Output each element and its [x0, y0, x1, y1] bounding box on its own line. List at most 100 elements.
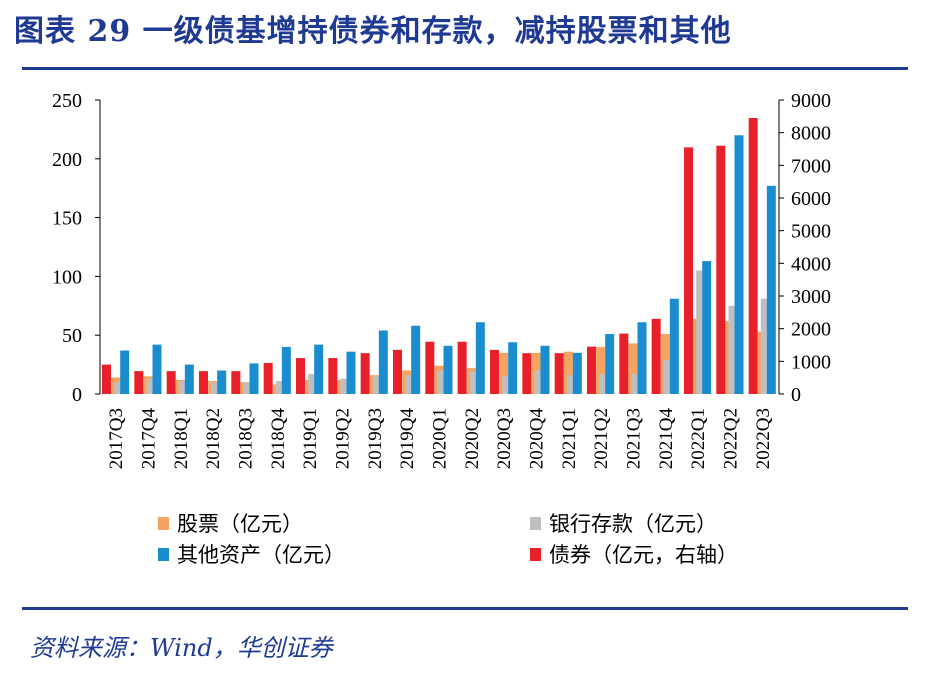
- right-tick-label: 7000: [791, 155, 831, 177]
- x-tick-label: 2018Q2: [203, 408, 224, 469]
- right-tick-label: 4000: [791, 253, 831, 275]
- bar-deposit-2021Q1: [566, 375, 576, 394]
- bar-other-2022Q1: [702, 261, 712, 394]
- legend-swatch: [158, 548, 169, 561]
- bar-other-2019Q2: [346, 351, 356, 394]
- page-title: 图表 29 一级债基增持债券和存款，减持股票和其他: [14, 14, 732, 49]
- x-tick-label: 2021Q4: [656, 408, 677, 470]
- bar-bond-2018Q2: [199, 371, 208, 394]
- bar-deposit-2018Q1: [178, 381, 188, 394]
- x-tick-label: 2022Q2: [721, 408, 742, 469]
- bar-other-2017Q4: [152, 344, 162, 394]
- right-tick-label: 2000: [791, 319, 831, 341]
- bar-bond-2021Q3: [619, 333, 629, 394]
- x-tick-label: 2019Q3: [365, 408, 386, 469]
- x-tick-label: 2022Q1: [688, 408, 709, 469]
- bar-other-2021Q3: [637, 322, 647, 394]
- bar-other-2019Q1: [314, 344, 324, 394]
- bar-bond-2022Q2: [716, 145, 726, 394]
- left-tick-label: 100: [52, 266, 82, 288]
- bar-stock-2021Q2: [596, 346, 606, 394]
- bar-deposit-2018Q4: [275, 381, 285, 394]
- x-tick-label: 2020Q2: [462, 408, 483, 469]
- bar-deposit-2021Q3: [631, 374, 641, 394]
- x-tick-label: 2018Q1: [171, 408, 192, 469]
- legend-swatch: [530, 548, 541, 561]
- title-rule: [22, 67, 908, 70]
- bar-deposit-2020Q2: [469, 371, 479, 394]
- bar-other-2017Q3: [120, 350, 130, 394]
- bar-deposit-2018Q2: [211, 382, 221, 394]
- bar-other-2019Q3: [378, 330, 388, 394]
- bar-deposit-2021Q2: [599, 374, 609, 394]
- bar-deposit-2019Q4: [405, 375, 415, 394]
- bar-stock-2020Q3: [499, 352, 509, 394]
- legend-swatch: [530, 517, 541, 530]
- left-tick-label: 0: [72, 384, 82, 406]
- bar-deposit-2019Q3: [372, 376, 382, 394]
- bar-deposit-2019Q1: [308, 374, 318, 394]
- x-tick-label: 2020Q4: [527, 408, 548, 470]
- bar-bond-2022Q3: [748, 117, 758, 394]
- x-tick-label: 2021Q1: [559, 408, 580, 469]
- bar-bond-2021Q4: [651, 318, 661, 394]
- right-tick-label: 9000: [791, 90, 831, 112]
- legend-label: 银行存款（亿元）: [549, 512, 717, 536]
- bar-deposit-2019Q2: [340, 378, 350, 394]
- legend-label: 股票（亿元）: [177, 512, 303, 536]
- x-tick-label: 2017Q3: [106, 408, 127, 469]
- right-tick-label: 3000: [791, 286, 831, 308]
- bar-deposit-2022Q2: [728, 305, 738, 394]
- bar-bond-2022Q1: [684, 147, 693, 394]
- bar-deposit-2022Q1: [696, 270, 706, 394]
- bar-stock-2021Q3: [628, 343, 638, 394]
- right-tick-label: 0: [791, 384, 801, 406]
- x-tick-label: 2019Q1: [300, 408, 321, 469]
- bar-bond-2017Q4: [134, 371, 144, 394]
- bar-bond-2020Q4: [522, 353, 532, 394]
- bar-other-2018Q2: [217, 370, 227, 394]
- bar-deposit-2017Q4: [146, 378, 156, 394]
- x-tick-label: 2018Q4: [268, 408, 289, 470]
- bar-deposit-2020Q4: [534, 370, 544, 394]
- legend-swatch: [158, 517, 169, 530]
- x-tick-label: 2021Q3: [624, 408, 645, 469]
- bar-bond-2017Q3: [102, 364, 111, 394]
- x-tick-label: 2017Q4: [139, 408, 160, 470]
- bar-bond-2020Q1: [425, 341, 435, 394]
- bar-other-2022Q3: [766, 185, 776, 394]
- bar-deposit-2018Q3: [243, 382, 253, 394]
- bar-bond-2018Q3: [231, 371, 241, 394]
- source-rule: [22, 607, 908, 610]
- x-tick-label: 2020Q1: [430, 408, 451, 469]
- chart: 0 50 100 150 200 250 0 1000 2000 3000 4000 5000 6000…: [52, 90, 831, 567]
- legend-label: 其他资产（亿元）: [177, 543, 345, 567]
- bar-stock-2021Q1: [563, 351, 573, 394]
- right-tick-label: 1000: [791, 351, 831, 373]
- legend-label: 债券（亿元，右轴）: [549, 543, 738, 567]
- left-tick-label: 50: [62, 325, 82, 347]
- bar-bond-2019Q1: [296, 358, 305, 394]
- bar-deposit-2022Q3: [760, 298, 770, 394]
- bar-other-2020Q4: [540, 345, 550, 394]
- x-tick-label: 2018Q3: [236, 408, 257, 469]
- bar-deposit-2021Q4: [663, 359, 673, 394]
- bar-other-2018Q4: [281, 346, 291, 394]
- bar-deposit-2020Q3: [502, 376, 512, 394]
- bar-other-2018Q1: [184, 364, 194, 394]
- left-tick-label: 200: [52, 149, 82, 171]
- bar-other-2021Q4: [669, 298, 679, 394]
- right-tick-label: 5000: [791, 221, 831, 243]
- bar-bond-2018Q4: [263, 362, 273, 394]
- bar-other-2018Q3: [249, 363, 259, 394]
- bar-bond-2018Q1: [166, 371, 176, 394]
- x-tick-label: 2020Q3: [494, 408, 515, 469]
- bar-other-2020Q2: [475, 322, 485, 394]
- source-note: 资料来源：Wind，华创证券: [30, 634, 333, 662]
- left-tick-label: 250: [52, 90, 82, 112]
- right-tick-label: 6000: [791, 188, 831, 210]
- bar-other-2021Q2: [605, 334, 615, 394]
- bar-other-2019Q4: [411, 325, 421, 394]
- x-tick-label: 2019Q4: [397, 408, 418, 470]
- bar-bond-2020Q3: [490, 349, 499, 394]
